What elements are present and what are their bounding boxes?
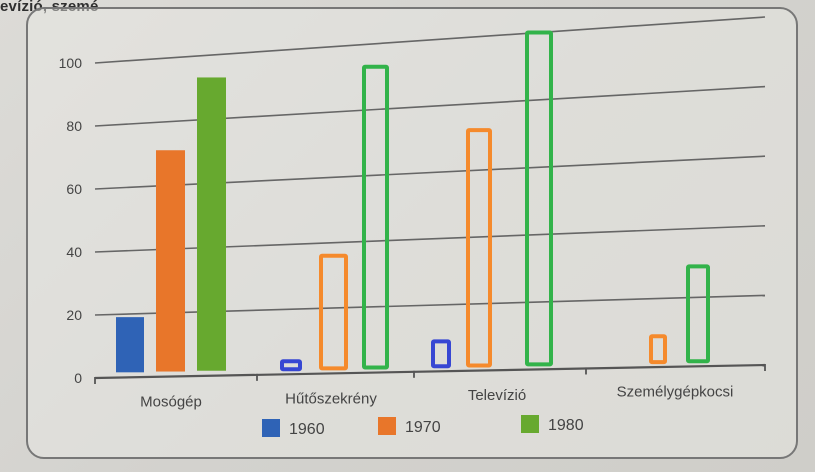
grid-layer [94,16,766,380]
y-tick-label-0: 0 [74,370,82,386]
category-label-1: Hűtőszekrény [285,390,377,407]
legend-swatch-1980 [521,415,539,433]
x-axis [94,364,766,384]
legend-label-1980: 1980 [548,417,584,434]
legend: 1960 1970 1980 [262,415,584,438]
bar-mosógép-1980 [197,77,226,371]
y-tick-label-20: 20 [66,307,82,323]
y-tick-label-100: 100 [59,55,83,71]
legend-label-1970: 1970 [405,419,441,436]
chart-frame [26,7,798,459]
bar-hűtőszekrény-1960 [280,359,302,372]
bars-layer [116,30,710,373]
gridline-40 [94,225,766,253]
gridline-0 [94,363,766,380]
gridline-20 [94,294,766,316]
bar-hűtőszekrény-1970 [319,253,348,371]
category-label-3: Személygépkocsi [617,384,734,401]
gridline-100 [94,16,766,64]
bar-személygépkocsi-1980 [686,264,710,364]
category-label-2: Televízió [468,387,526,404]
y-tick-label-40: 40 [66,244,82,260]
bar-mosógép-1970 [156,150,185,372]
category-label-0: Mosógép [140,394,202,411]
gridline-60 [94,155,766,190]
y-tick-label-60: 60 [66,181,82,197]
bar-mosógép-1960 [116,317,144,373]
category-labels: Mosógép Hűtőszekrény Televízió Személygépko… [140,384,733,411]
bar-televízió-1980 [525,30,553,367]
gridline-80 [94,85,766,127]
y-tick-label-80: 80 [66,118,82,134]
legend-swatch-1970 [378,417,396,435]
legend-label-1960: 1960 [289,421,325,438]
bar-televízió-1960 [431,339,451,369]
bar-hűtőszekrény-1980 [362,64,389,370]
bar-televízió-1970 [466,128,492,368]
y-axis-ticks: 0 20 40 60 80 100 [59,55,83,386]
legend-swatch-1960 [262,419,280,437]
bar-személygépkocsi-1970 [649,334,667,365]
